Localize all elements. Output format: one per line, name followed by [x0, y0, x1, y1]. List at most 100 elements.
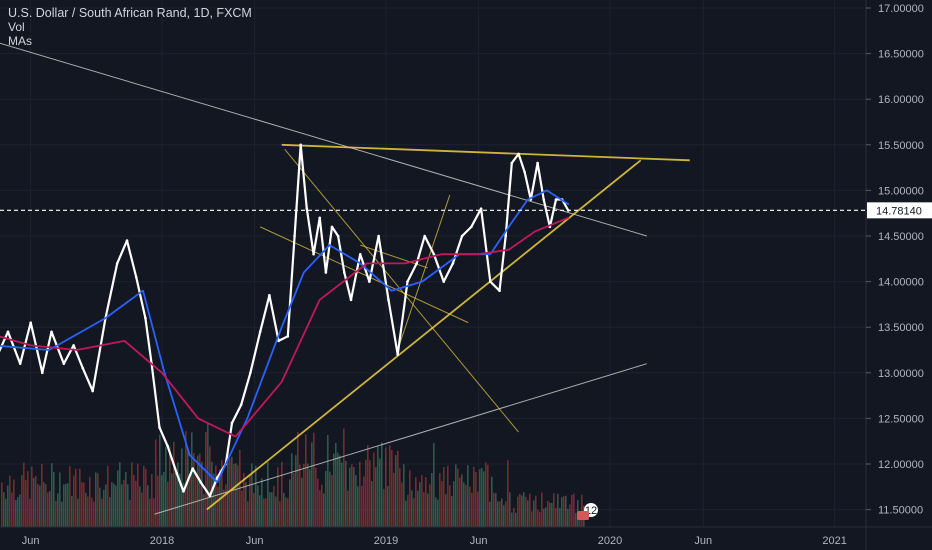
- volume-bar: [349, 467, 351, 527]
- volume-bar: [79, 468, 81, 527]
- volume-bar: [267, 461, 269, 527]
- volume-bar: [211, 461, 213, 527]
- volume-bar: [491, 476, 493, 527]
- price-point: [18, 362, 22, 365]
- volume-bar: [361, 485, 363, 527]
- volume-bar: [547, 500, 549, 527]
- volume-bar: [269, 492, 271, 527]
- volume-bar: [119, 462, 121, 527]
- volume-bar: [301, 477, 303, 527]
- volume-bar: [377, 445, 379, 527]
- volume-bar: [319, 490, 321, 527]
- volume-bar: [197, 455, 199, 527]
- volume-bar: [519, 493, 521, 527]
- volume-bar: [253, 492, 255, 527]
- volume-bar: [341, 462, 343, 527]
- volume-bar: [533, 500, 535, 527]
- volume-bar: [85, 492, 87, 527]
- volume-bar: [395, 455, 397, 527]
- volume-bar: [387, 485, 389, 527]
- volume-bar: [565, 495, 567, 527]
- volume-bar: [165, 446, 167, 527]
- volume-bar: [523, 492, 525, 527]
- volume-bar: [331, 475, 333, 527]
- volume-bar: [163, 471, 165, 527]
- price-point: [62, 362, 66, 365]
- volume-bar: [441, 481, 443, 527]
- volume-bar: [99, 487, 101, 527]
- volume-bar: [357, 486, 359, 527]
- price-point: [415, 262, 418, 265]
- volume-bar: [499, 501, 501, 527]
- volume-bar: [449, 485, 451, 527]
- volume-bar: [23, 462, 25, 527]
- volume-bar: [535, 495, 537, 527]
- volume-bar: [275, 496, 277, 527]
- volume-bar: [71, 495, 73, 527]
- price-point: [396, 353, 399, 356]
- volume-bar: [59, 472, 61, 527]
- volume-bar: [575, 513, 577, 527]
- volume-bar: [541, 492, 543, 527]
- volume-bar: [513, 507, 515, 527]
- volume-bar: [113, 483, 115, 527]
- volume-bar: [503, 505, 505, 527]
- volume-bar: [531, 511, 533, 527]
- volume-bar: [369, 460, 371, 527]
- volume-bar: [147, 485, 149, 527]
- series-line-ma-slow: [0, 216, 570, 438]
- volume-bar: [129, 499, 131, 527]
- volume-bar: [471, 492, 473, 527]
- price-point: [144, 316, 147, 320]
- price-point: [81, 366, 85, 370]
- volume-bar: [555, 507, 557, 527]
- volume-bar: [383, 488, 385, 527]
- price-point: [470, 225, 473, 229]
- volume-bar: [443, 467, 445, 527]
- volume-bar: [401, 482, 403, 527]
- volume-bar: [529, 493, 531, 527]
- volume-bar: [117, 470, 119, 527]
- volume-bar: [81, 482, 83, 527]
- volume-bar: [373, 452, 375, 527]
- volume-bar: [141, 492, 143, 527]
- volume-bar: [477, 491, 479, 527]
- volume-bar: [159, 434, 161, 527]
- volume-indicator-label[interactable]: Vol: [8, 20, 25, 34]
- price-point: [305, 207, 309, 210]
- volume-bar: [229, 459, 231, 527]
- volume-bar: [287, 498, 289, 527]
- volume-bar: [57, 493, 59, 527]
- x-tick-label: Jun: [22, 535, 40, 547]
- price-point: [460, 234, 464, 238]
- price-point: [498, 289, 501, 293]
- volume-bar: [469, 486, 471, 527]
- price-point: [504, 234, 507, 238]
- moving-averages-indicator-label[interactable]: MAs: [8, 34, 32, 48]
- volume-bar: [279, 501, 281, 527]
- volume-bar: [415, 477, 417, 527]
- volume-bar: [391, 450, 393, 527]
- price-point: [158, 426, 161, 429]
- volume-bar: [433, 442, 435, 527]
- y-tick-label: 15.00000: [878, 185, 924, 197]
- price-point: [318, 216, 322, 220]
- volume-bar: [105, 484, 107, 527]
- volume-bar: [431, 472, 433, 527]
- volume-bar: [245, 482, 247, 527]
- volume-bar: [139, 486, 141, 527]
- volume-bar: [93, 501, 95, 527]
- price-point: [349, 298, 353, 302]
- volume-bar: [167, 481, 169, 527]
- volume-bar: [115, 485, 117, 527]
- volume-bar: [171, 473, 173, 527]
- volume-bar: [359, 461, 361, 527]
- volume-bar: [447, 465, 449, 527]
- volume-bar: [291, 453, 293, 527]
- y-tick-label: 11.50000: [878, 505, 923, 517]
- volume-bar: [7, 485, 9, 527]
- price-point: [523, 170, 526, 174]
- volume-bar: [485, 462, 487, 527]
- price-point: [299, 143, 302, 147]
